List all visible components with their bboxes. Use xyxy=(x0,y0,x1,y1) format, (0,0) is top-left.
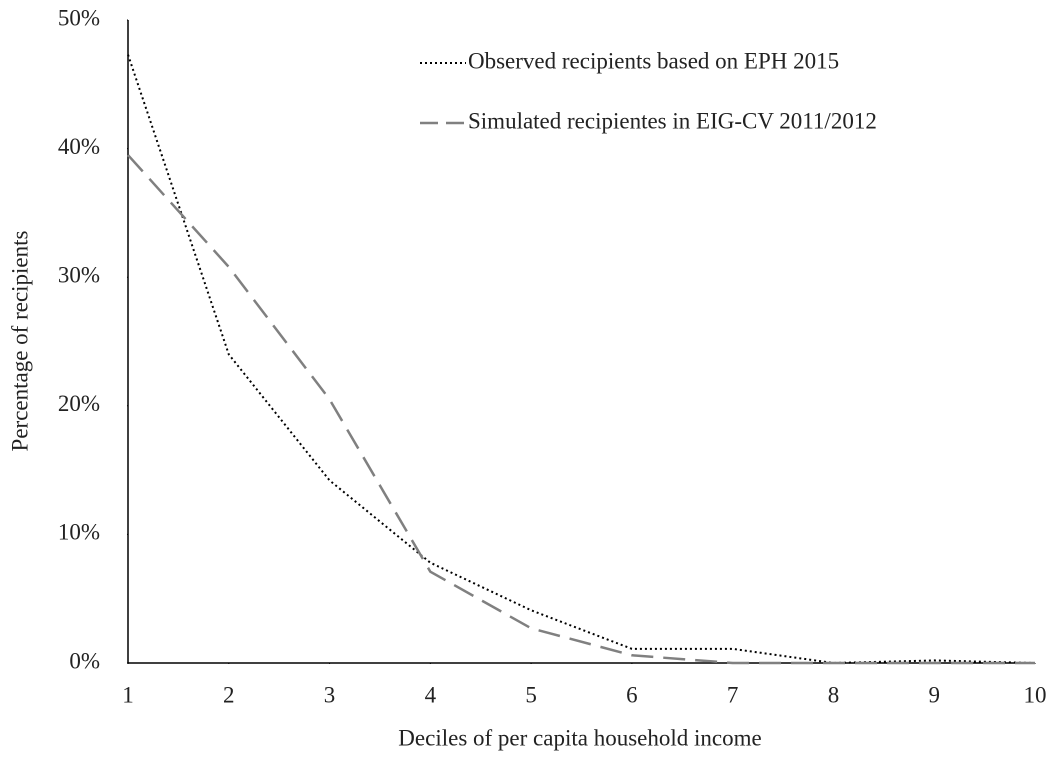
x-tick-label: 8 xyxy=(828,682,840,707)
y-tick-label: 0% xyxy=(69,648,100,673)
legend-label: Simulated recipientes in EIG-CV 2011/201… xyxy=(468,108,877,133)
y-tick-label: 10% xyxy=(58,520,100,545)
x-tick-label: 4 xyxy=(425,682,437,707)
y-axis-title: Percentage of recipients xyxy=(7,230,32,451)
legend-label: Observed recipients based on EPH 2015 xyxy=(468,48,839,73)
x-tick-label: 9 xyxy=(928,682,940,707)
x-tick-label: 2 xyxy=(223,682,235,707)
series-line xyxy=(127,154,1035,665)
x-tick-label: 6 xyxy=(626,682,638,707)
y-tick-label: 50% xyxy=(58,5,100,30)
series-line xyxy=(127,54,1036,665)
y-tick-label: 30% xyxy=(58,262,100,287)
y-tick-label: 20% xyxy=(58,391,100,416)
y-tick-label: 40% xyxy=(58,134,100,159)
x-tick-label: 3 xyxy=(324,682,336,707)
x-tick-label: 1 xyxy=(122,682,134,707)
x-tick-label: 10 xyxy=(1024,682,1047,707)
x-tick-label: 5 xyxy=(525,682,537,707)
x-axis-title: Deciles of per capita household income xyxy=(398,725,761,750)
x-tick-label: 7 xyxy=(727,682,739,707)
